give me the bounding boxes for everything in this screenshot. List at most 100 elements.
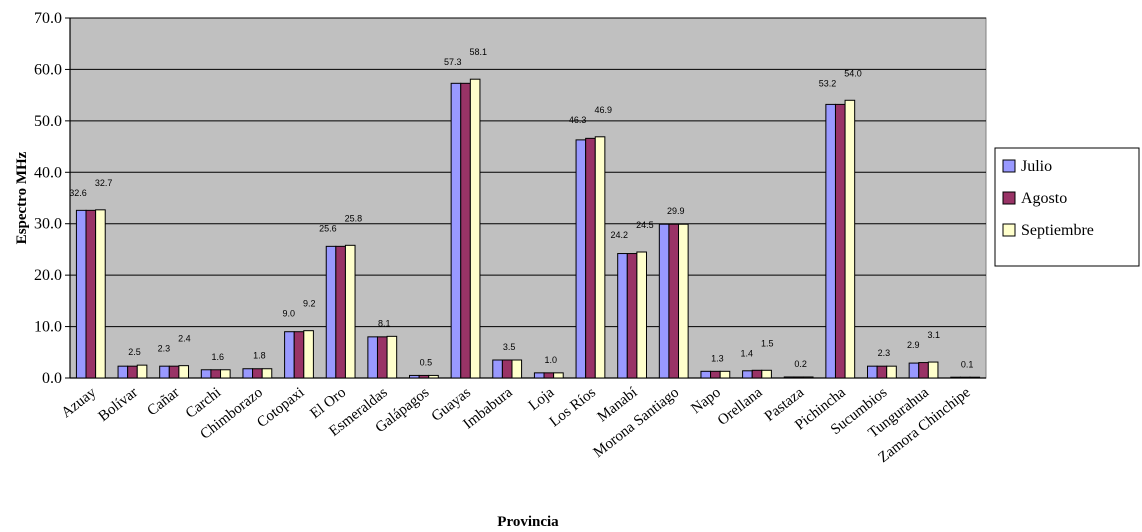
data-label: 3.1 [928,330,941,340]
data-label: 0.1 [961,359,974,369]
x-tick-label: Cañar [144,385,182,420]
x-tick-label: Napo [688,385,723,418]
bar-septiembre [178,365,189,379]
data-label: 46.3 [569,115,587,125]
data-label: 0.2 [794,359,807,369]
bar-julio [742,370,753,379]
data-label: 2.3 [878,348,891,358]
bar-agosto [710,370,721,379]
data-label: 3.5 [503,342,516,352]
legend-swatch [1002,159,1016,173]
legend: Julio Agosto Septiembre [994,147,1140,267]
data-label: 2.5 [128,347,141,357]
bar-agosto [210,369,222,379]
y-tick-label: 50.0 [34,113,62,130]
bar-agosto [501,359,513,379]
bar-julio [409,374,420,379]
x-tick-label: Cotopaxi [254,385,307,431]
bar-septiembre [844,99,856,379]
data-label: 25.8 [345,213,363,223]
bar-agosto [85,209,97,379]
bar-julio [117,365,129,379]
bar-agosto [876,365,888,379]
data-label: 24.5 [636,220,654,230]
bar-julio [325,245,337,379]
bar-septiembre [761,369,772,379]
bars [75,78,981,379]
bar-julio [617,253,628,379]
bar-septiembre [802,376,814,379]
bar-agosto [127,365,138,379]
legend-box [994,147,1140,267]
bar-septiembre [386,335,398,379]
bar-septiembre [553,372,564,379]
x-tick-label: Orellana [715,384,766,429]
bar-septiembre [886,365,897,379]
bar-agosto [543,372,555,379]
bar-julio [867,365,878,379]
bar-agosto [418,374,430,379]
bar-julio [450,82,462,379]
bar-julio [575,139,587,379]
legend-label: Agosto [1021,190,1067,207]
bar-agosto [668,223,680,379]
data-label: 54.0 [844,68,862,78]
data-label: 32.7 [95,178,113,188]
bar-septiembre [428,374,439,379]
bar-septiembre [678,223,689,379]
bar-julio [200,369,212,379]
bar-agosto [293,331,305,379]
bar-julio [908,362,920,379]
data-label: 9.2 [303,299,316,309]
y-tick-label: 60.0 [34,61,62,78]
bar-julio [159,365,170,379]
bar-julio [658,223,670,379]
bar-agosto [335,245,346,379]
bar-agosto [460,82,471,379]
bar-agosto [626,253,638,379]
bar-septiembre [303,330,314,379]
bar-septiembre [261,368,273,379]
data-label: 53.2 [819,78,837,88]
y-tick-label: 10.0 [34,319,62,336]
data-label: 2.9 [907,340,920,350]
data-label: 1.3 [711,353,724,363]
data-label: 8.1 [378,318,391,328]
bar-agosto [168,365,180,379]
bar-julio [284,331,295,379]
y-tick-label: 40.0 [34,164,62,181]
data-labels: 32.6 32.7 2.5 2.3 2.4 1.6 1.8 9.0 9.2 25.6 25.8 8.1… [69,47,973,369]
x-tick-label: Azuay [59,384,100,421]
data-label: 1.4 [740,348,753,358]
data-label: 57.3 [444,57,462,67]
bar-agosto [834,103,846,379]
bar-septiembre [220,369,231,379]
legend-swatch [1002,223,1016,237]
data-label: 1.0 [545,355,558,365]
bar-septiembre [927,361,939,379]
bar-agosto [959,376,971,379]
legend-label: Julio [1021,158,1052,175]
data-label: 58.1 [470,47,488,57]
bar-julio [700,370,712,379]
bar-septiembre [511,359,523,379]
y-tick-label: 0.0 [42,370,62,387]
bar-septiembre [95,209,106,379]
legend-swatch [1002,191,1016,205]
data-label: 32.6 [69,188,87,198]
data-label: 1.5 [761,338,774,348]
data-label: 2.3 [158,344,171,354]
y-tick-label: 30.0 [34,216,62,233]
x-tick-label: Loja [526,384,558,414]
bar-agosto [751,369,763,379]
data-label: 1.6 [211,352,224,362]
bar-septiembre [594,136,606,379]
bar-septiembre [136,364,148,379]
y-axis-title: Espectro MHz [14,151,30,244]
data-label: 9.0 [282,309,295,319]
bar-julio [492,359,503,379]
data-label: 24.2 [611,230,629,240]
legend-label: Septiembre [1021,222,1094,239]
